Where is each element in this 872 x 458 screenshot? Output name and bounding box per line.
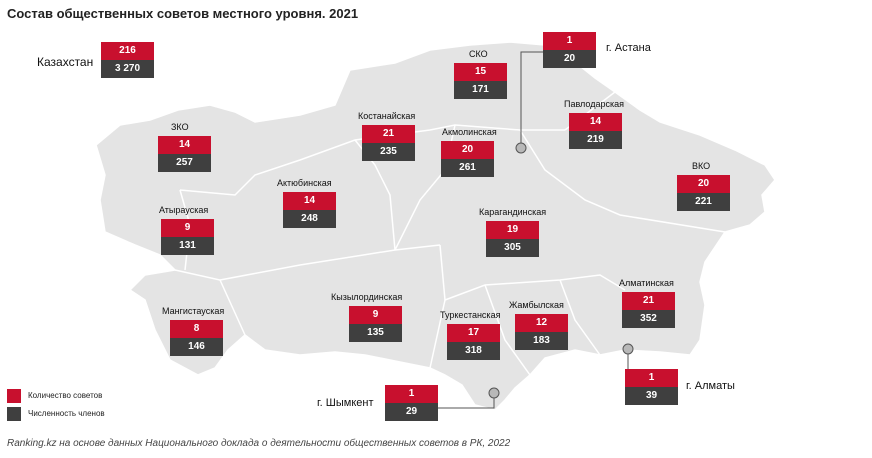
region-label-kyzylorda: Кызылординская bbox=[331, 292, 403, 302]
region-badge-mangystau: 8 146 bbox=[170, 320, 223, 356]
region-badge-almaty-obl: 21 352 bbox=[622, 292, 675, 328]
region-label-sko: СКО bbox=[469, 49, 488, 59]
councils-count: 14 bbox=[283, 192, 336, 210]
shymkent-marker bbox=[488, 387, 500, 399]
city-label-almaty: г. Алматы bbox=[686, 380, 735, 392]
councils-count: 21 bbox=[622, 292, 675, 310]
legend-label: Количество советов bbox=[28, 391, 103, 400]
region-badge-akmola: 20 261 bbox=[441, 141, 494, 177]
legend-swatch-members bbox=[7, 407, 21, 421]
members-count: 131 bbox=[161, 237, 214, 255]
councils-count: 19 bbox=[486, 221, 539, 239]
councils-count: 21 bbox=[362, 125, 415, 143]
members-count: 20 bbox=[543, 50, 596, 68]
members-count: 305 bbox=[486, 239, 539, 257]
members-count: 219 bbox=[569, 131, 622, 149]
members-count: 183 bbox=[515, 332, 568, 350]
region-badge-sko: 15 171 bbox=[454, 63, 507, 99]
region-label-akmola: Акмолинская bbox=[442, 127, 497, 137]
members-count: 171 bbox=[454, 81, 507, 99]
legend-swatch-councils bbox=[7, 389, 21, 403]
region-badge-turkestan: 17 318 bbox=[447, 324, 500, 360]
councils-count: 20 bbox=[677, 175, 730, 193]
map-title: Состав общественных советов местного уро… bbox=[7, 6, 359, 21]
members-count: 29 bbox=[385, 403, 438, 421]
members-count: 221 bbox=[677, 193, 730, 211]
country-badge: 216 3 270 bbox=[101, 42, 154, 78]
councils-count: 1 bbox=[543, 32, 596, 50]
city-badge-almaty: 1 39 bbox=[625, 369, 678, 405]
region-label-almaty-obl: Алматинская bbox=[619, 278, 674, 288]
region-label-vko: ВКО bbox=[692, 161, 711, 171]
members-count: 3 270 bbox=[101, 60, 154, 78]
region-label-atyrau: Атырауская bbox=[159, 205, 209, 215]
councils-count: 15 bbox=[454, 63, 507, 81]
councils-count: 20 bbox=[441, 141, 494, 159]
region-label-turkestan: Туркестанская bbox=[440, 310, 501, 320]
councils-count: 14 bbox=[569, 113, 622, 131]
members-count: 318 bbox=[447, 342, 500, 360]
region-label-pavlodar: Павлодарская bbox=[564, 99, 624, 109]
region-badge-kostanay: 21 235 bbox=[362, 125, 415, 161]
region-badge-vko: 20 221 bbox=[677, 175, 730, 211]
region-label-mangystau: Мангистауская bbox=[162, 306, 225, 316]
councils-count: 17 bbox=[447, 324, 500, 342]
city-badge-astana: 1 20 bbox=[543, 32, 596, 68]
members-count: 135 bbox=[349, 324, 402, 342]
region-badge-zko: 14 257 bbox=[158, 136, 211, 172]
councils-count: 9 bbox=[161, 219, 214, 237]
members-count: 257 bbox=[158, 154, 211, 172]
legend-label: Численность членов bbox=[28, 409, 105, 418]
councils-count: 8 bbox=[170, 320, 223, 338]
members-count: 261 bbox=[441, 159, 494, 177]
almaty-marker bbox=[622, 343, 634, 355]
region-badge-aktobe: 14 248 bbox=[283, 192, 336, 228]
region-label-kostanay: Костанайская bbox=[358, 111, 416, 121]
city-label-astana: г. Астана bbox=[606, 42, 651, 54]
councils-count: 1 bbox=[385, 385, 438, 403]
region-badge-zhambyl: 12 183 bbox=[515, 314, 568, 350]
country-label: Казахстан bbox=[37, 55, 94, 69]
source-note: Ranking.kz на основе данных Национальног… bbox=[7, 438, 511, 449]
members-count: 248 bbox=[283, 210, 336, 228]
region-badge-pavlodar: 14 219 bbox=[569, 113, 622, 149]
councils-count: 216 bbox=[101, 42, 154, 60]
councils-count: 14 bbox=[158, 136, 211, 154]
councils-count: 12 bbox=[515, 314, 568, 332]
members-count: 352 bbox=[622, 310, 675, 328]
region-label-karaganda: Карагандинская bbox=[479, 207, 547, 217]
region-label-zko: ЗКО bbox=[171, 122, 189, 132]
members-count: 39 bbox=[625, 387, 678, 405]
region-label-aktobe: Актюбинская bbox=[277, 178, 332, 188]
city-label-shymkent: г. Шымкент bbox=[317, 397, 374, 409]
members-count: 235 bbox=[362, 143, 415, 161]
councils-count: 9 bbox=[349, 306, 402, 324]
members-count: 146 bbox=[170, 338, 223, 356]
city-badge-shymkent: 1 29 bbox=[385, 385, 438, 421]
region-badge-atyrau: 9 131 bbox=[161, 219, 214, 255]
region-badge-karaganda: 19 305 bbox=[486, 221, 539, 257]
region-badge-kyzylorda: 9 135 bbox=[349, 306, 402, 342]
councils-count: 1 bbox=[625, 369, 678, 387]
astana-marker bbox=[515, 142, 527, 154]
region-label-zhambyl: Жамбылская bbox=[509, 300, 564, 310]
